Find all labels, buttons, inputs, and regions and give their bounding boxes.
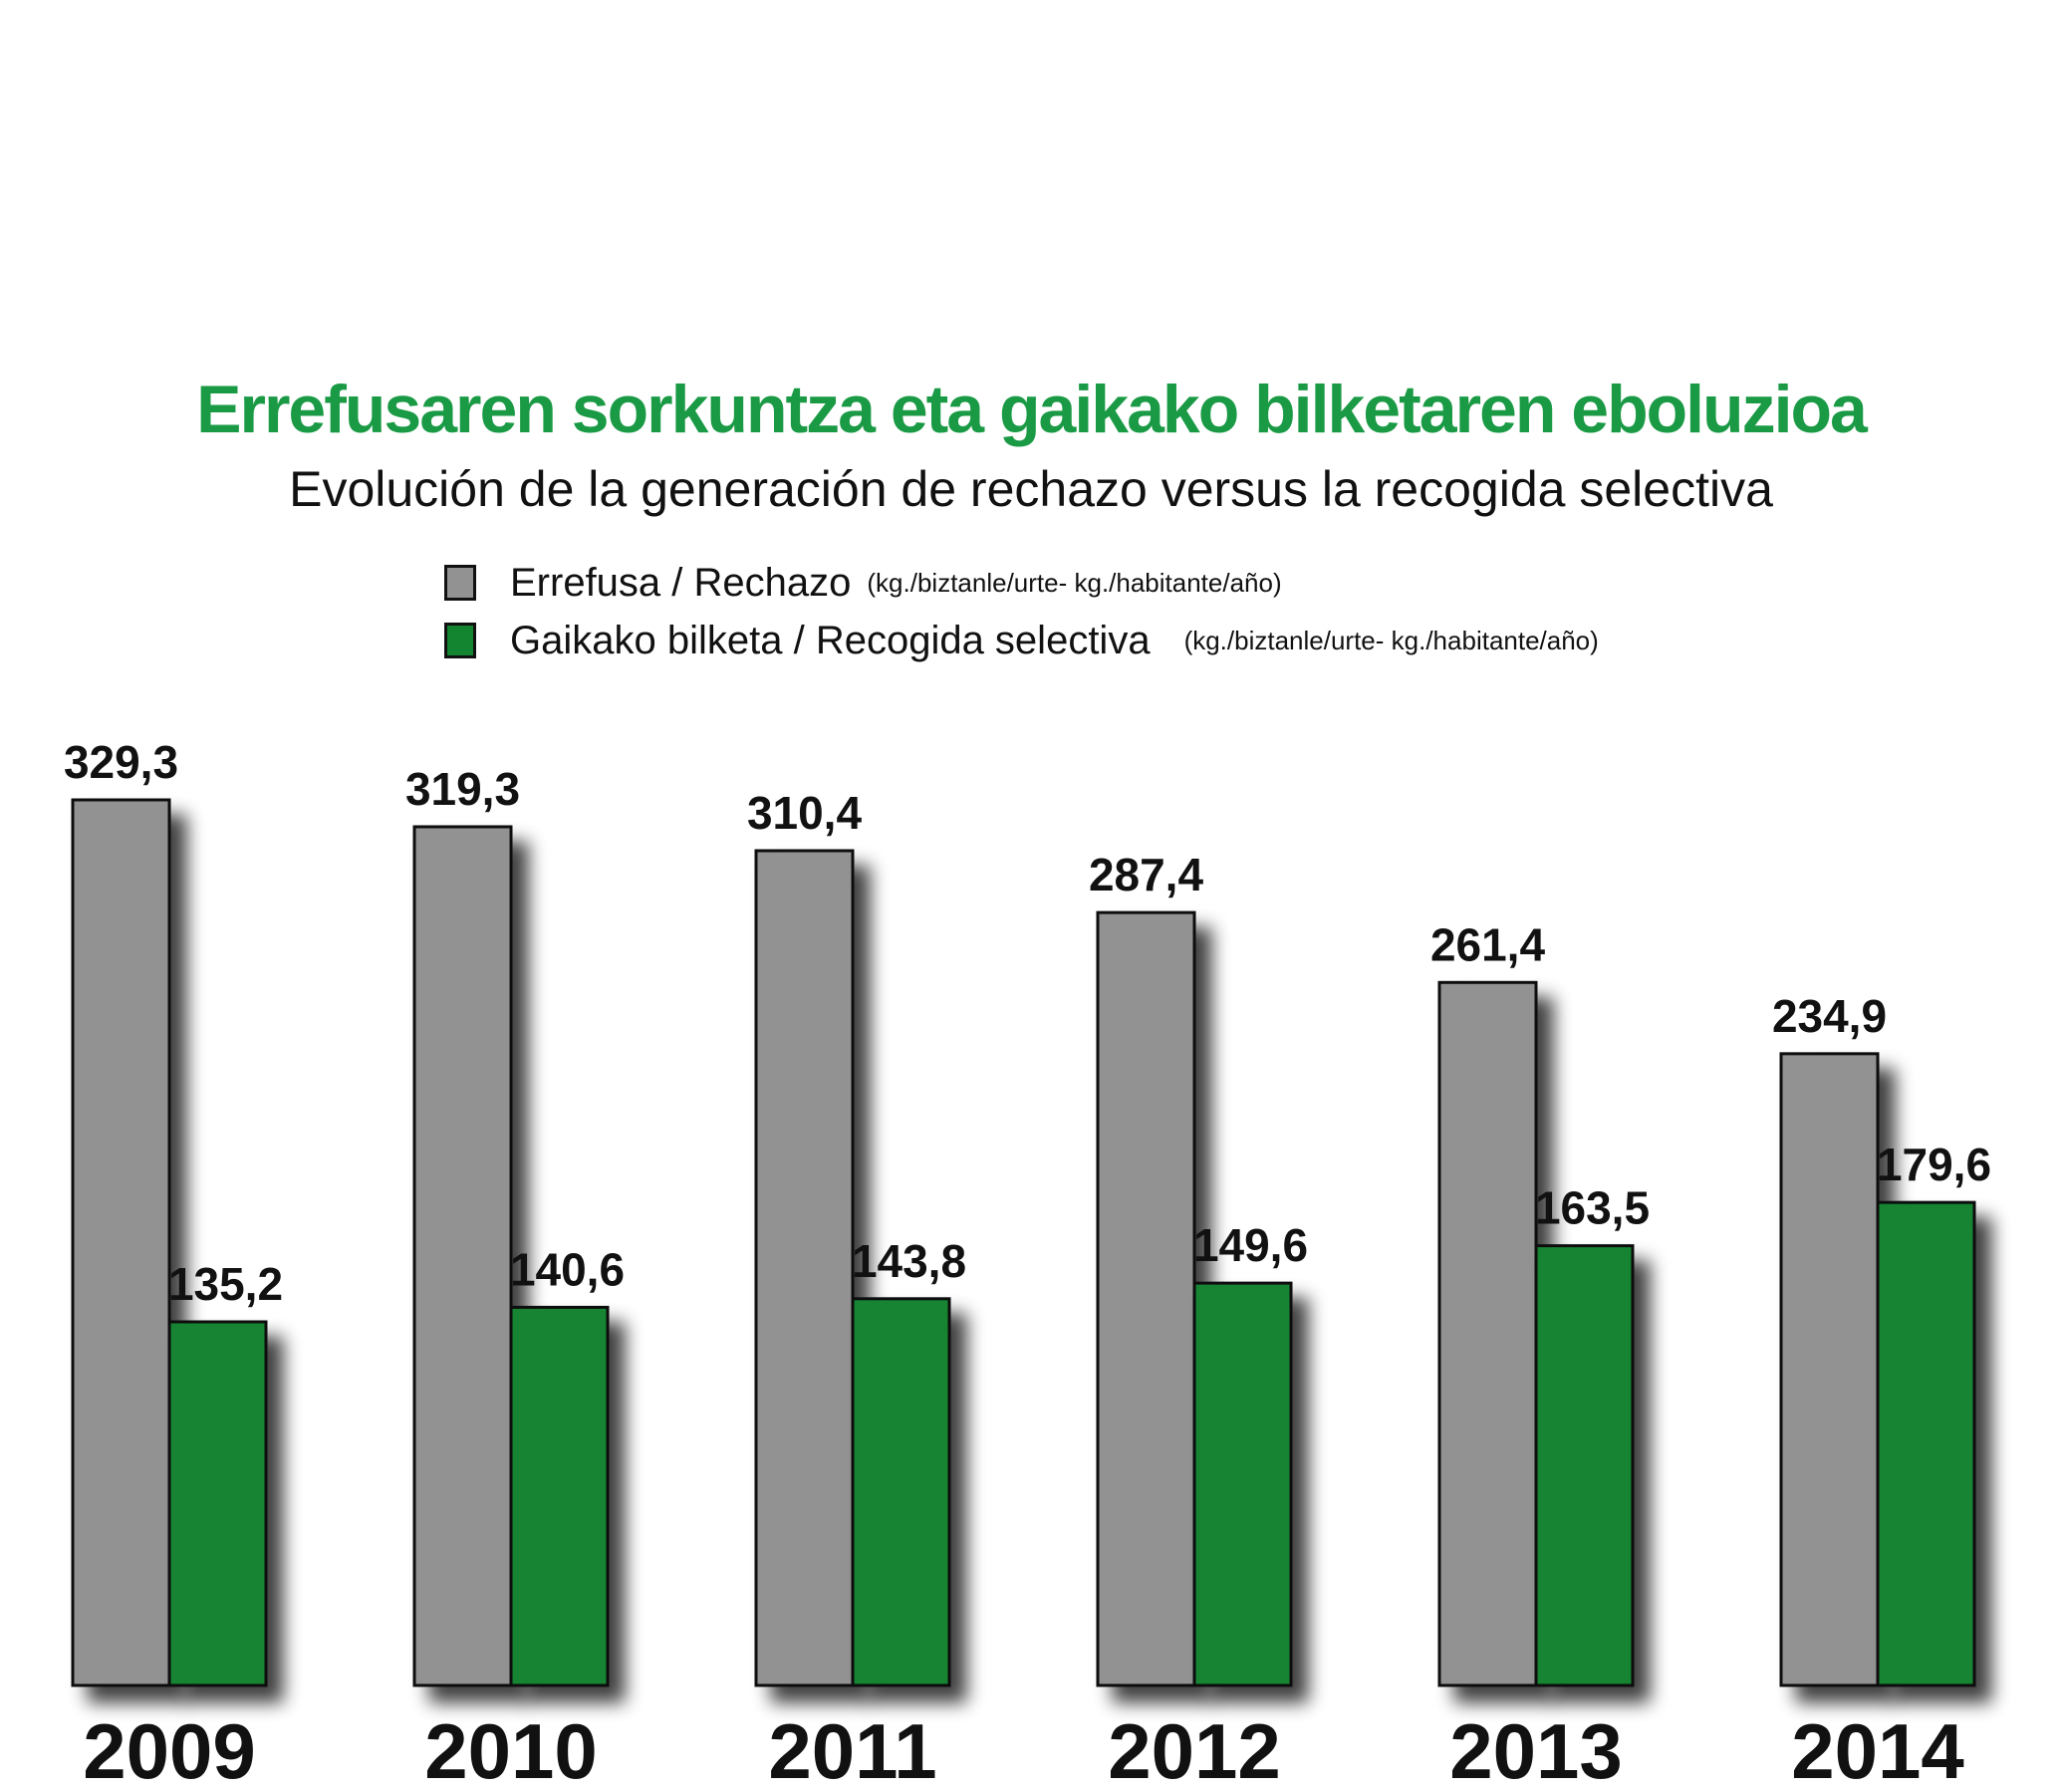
value-label-selectiva-2012: 149,6 — [1193, 1219, 1308, 1271]
x-tick-label-2010: 2010 — [424, 1707, 598, 1792]
value-label-selectiva-2009: 135,2 — [168, 1258, 283, 1310]
bar-rechazo-2013 — [1437, 980, 1538, 1687]
value-label-rechazo-2012: 287,4 — [1089, 849, 1204, 900]
x-tick-label-2012: 2012 — [1108, 1707, 1281, 1792]
bar-selectiva-2009 — [167, 1320, 268, 1687]
value-label-rechazo-2010: 319,3 — [405, 763, 520, 815]
value-label-rechazo-2013: 261,4 — [1430, 918, 1546, 970]
x-tick-label-2014: 2014 — [1791, 1707, 1964, 1792]
legend-swatch-selectiva — [444, 623, 476, 658]
bar-rechazo-2011 — [754, 849, 855, 1687]
value-label-selectiva-2014: 179,6 — [1877, 1139, 1991, 1190]
x-tick-label-2013: 2013 — [1449, 1707, 1623, 1792]
x-tick-label-2009: 2009 — [83, 1707, 256, 1792]
labels-layer: 329,3 135,2 2009 319,3 140,6 2010 310,4 143,8 20… — [64, 736, 1991, 1792]
bar-selectiva-2013 — [1534, 1244, 1635, 1687]
bars-layer — [71, 798, 1976, 1687]
bar-rechazo-2009 — [71, 798, 171, 1687]
legend-label-selectiva: Gaikako bilketa / Recogida selectiva — [510, 618, 1151, 662]
bar-rechazo-2012 — [1096, 910, 1196, 1687]
chart-title: Errefusaren sorkuntza eta gaikako bilket… — [196, 372, 1868, 447]
legend-item-selectiva: Gaikako bilketa / Recogida selectiva (kg… — [444, 618, 1599, 662]
value-label-selectiva-2011: 143,8 — [852, 1235, 966, 1287]
bar-selectiva-2012 — [1192, 1281, 1293, 1687]
bar-selectiva-2010 — [509, 1305, 610, 1687]
legend-unit-selectiva: (kg./biztanle/urte- kg./habitante/año) — [1183, 625, 1599, 655]
value-label-selectiva-2010: 140,6 — [510, 1243, 625, 1295]
legend-label-rechazo: Errefusa / Rechazo — [510, 560, 852, 605]
bar-rechazo-2014 — [1779, 1052, 1880, 1687]
value-label-selectiva-2013: 163,5 — [1535, 1182, 1650, 1234]
legend-item-rechazo: Errefusa / Rechazo (kg./biztanle/urte- k… — [444, 560, 1282, 605]
value-label-rechazo-2014: 234,9 — [1772, 990, 1887, 1042]
bar-selectiva-2011 — [851, 1297, 951, 1687]
bar-selectiva-2014 — [1876, 1200, 1976, 1687]
x-tick-label-2011: 2011 — [768, 1707, 936, 1792]
chart-subtitle: Evolución de la generación de rechazo ve… — [289, 461, 1773, 517]
legend-swatch-rechazo — [444, 565, 476, 601]
value-label-rechazo-2009: 329,3 — [64, 736, 178, 788]
value-label-rechazo-2011: 310,4 — [747, 787, 863, 839]
bar-rechazo-2010 — [412, 825, 513, 1687]
legend-unit-rechazo: (kg./biztanle/urte- kg./habitante/año) — [867, 567, 1282, 598]
